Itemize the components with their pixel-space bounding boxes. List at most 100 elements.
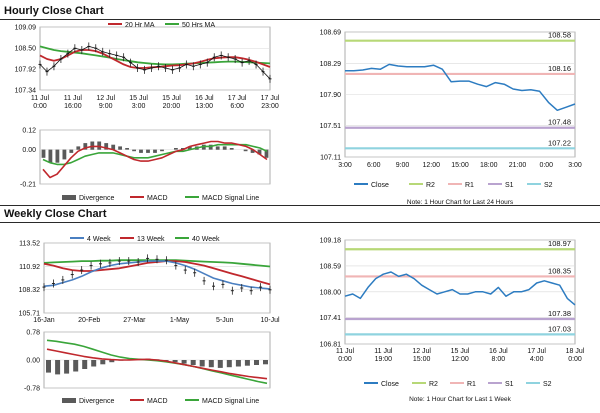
- hourly-price-xtick-0: 11 Jul 0:00: [31, 95, 50, 110]
- weekly-macd-divergence-bar-6: [100, 360, 106, 365]
- weekly-pivot-xtick-1: 11 Jul 19:00: [374, 348, 393, 363]
- hourly-macd-divergence-bar-2: [55, 149, 60, 163]
- weekly-pivot-note: Note: 1 Hour Chart for Last 1 Week: [409, 396, 512, 403]
- hourly-macd-divergence-bar-6: [83, 143, 88, 150]
- weekly-price-xtick-1: 20-Feb: [78, 317, 100, 324]
- weekly-divider: [0, 222, 600, 223]
- hourly-macd-divergence-bar-30: [250, 149, 255, 153]
- weekly-13week-line: [43, 260, 271, 286]
- hourly-pivot-legend-close-label: Close: [371, 182, 389, 189]
- top-divider: [0, 19, 600, 20]
- hourly-macd-divergence-bar-8: [97, 141, 102, 150]
- weekly-legend-divergence-swatch: [62, 398, 76, 403]
- hourly-pivot-xtick-8: 3:00: [568, 162, 582, 169]
- weekly-pivot-ytick-1: 108.59: [320, 263, 342, 270]
- hourly-price-xtick-1: 11 Jul 16:00: [64, 95, 83, 110]
- hourly-pivot-close-line: [345, 63, 576, 112]
- hourly-pivot-level-label-r1: 108.16: [548, 64, 571, 73]
- hourly-macd-divergence-bar-31: [257, 149, 262, 155]
- weekly-macd-divergence-bar-7: [109, 360, 115, 363]
- weekly-macd-ytick-1: 0.00: [26, 358, 40, 365]
- weekly-pivot-xtick-3: 15 Jul 12:00: [451, 348, 470, 363]
- weekly-macd-signal-line: [46, 339, 268, 385]
- hourly-price-ytick-3: 107.34: [15, 88, 37, 95]
- hourly-macd-divergence-bar-27: [229, 148, 234, 150]
- weekly-macd-divergence-bar-23: [254, 360, 259, 365]
- hourly-macd-divergence-bar-12: [125, 148, 129, 150]
- weekly-macd-divergence-bar-15: [181, 360, 187, 364]
- weekly-macd-divergence-bar-22: [244, 360, 250, 366]
- weekly-legend-macd-label: MACD: [147, 398, 168, 405]
- hourly-pivot-ytick-0: 108.69: [320, 30, 342, 37]
- hourly-price-xtick-6: 17 Jul 6:00: [228, 95, 247, 110]
- hourly-pivot-xtick-7: 0:00: [539, 162, 553, 169]
- hourly-macd-divergence-bar-29: [243, 149, 248, 152]
- hourly-pivot-legend-s1-label: S1: [505, 182, 514, 189]
- weekly-macd-divergence-bar-18: [208, 360, 214, 368]
- weekly-macd-divergence-bar-24: [263, 360, 268, 365]
- hourly-pivot-xtick-0: 3:00: [338, 162, 352, 169]
- hourly-macd-ytick-1: 0.00: [22, 147, 36, 154]
- weekly-price-ytick-1: 110.92: [19, 264, 40, 271]
- hourly-legend-50hr-label: 50 Hrs MA: [182, 22, 215, 29]
- hourly-macd-divergence-bar-17: [160, 149, 164, 152]
- hourly-pivot-level-label-s2: 107.22: [548, 138, 571, 147]
- hourly-macd-divergence-bar-16: [153, 149, 157, 153]
- hourly-price-xtick-5: 16 Jul 13:00: [195, 95, 214, 110]
- hourly-macd-divergence-bar-10: [111, 144, 116, 150]
- hourly-macd-divergence-bar-0: [41, 149, 46, 158]
- weekly-pivot-xtick-0: 11 Jul 0:00: [336, 348, 355, 363]
- weekly-macd-ytick-2: -0.78: [24, 386, 40, 393]
- hourly-macd-divergence-bar-5: [76, 146, 81, 150]
- weekly-pivot-ytick-3: 107.41: [320, 315, 342, 322]
- weekly-pivot-ytick-2: 108.00: [320, 289, 342, 296]
- hourly-macd-divergence-bar-13: [132, 149, 136, 152]
- hourly-legend-divergence-label: Divergence: [79, 195, 115, 202]
- hourly-legend-20hr-label: 20 Hr MA: [125, 22, 155, 29]
- hourly-pivot-note: Note: 1 Hour Chart for Last 24 Hours: [407, 199, 514, 206]
- hourly-macd-divergence-bar-26: [222, 146, 227, 150]
- weekly-pivot-legend-s1-label: S1: [505, 381, 514, 388]
- hourly-price-xtick-2: 12 Jul 9:00: [96, 95, 115, 110]
- hourly-pivot-legend-s2-label: S2: [544, 182, 553, 189]
- weekly-legend-signal-label: MACD Signal Line: [202, 398, 259, 405]
- weekly-legend-divergence-label: Divergence: [79, 398, 115, 405]
- weekly-macd-divergence-bar-17: [199, 360, 205, 367]
- weekly-legend-13week-label: 13 Week: [137, 236, 165, 243]
- hourly-macd-divergence-bar-11: [118, 146, 122, 150]
- hourly-macd-ytick-2: -0.21: [20, 182, 36, 189]
- weekly-price-xtick-0: 16-Jan: [33, 317, 55, 324]
- hourly-macd-divergence-bar-3: [62, 149, 67, 160]
- hourly-pivot-xtick-4: 15:00: [451, 162, 469, 169]
- weekly-macd-divergence-bar-4: [82, 360, 88, 369]
- weekly-macd-divergence-bar-21: [235, 360, 241, 367]
- hourly-macd-divergence-bar-4: [69, 149, 74, 153]
- weekly-pivot-legend-r1-label: R1: [467, 381, 476, 388]
- weekly-price-xtick-4: 5-Jun: [216, 317, 234, 324]
- weekly-pivot-legend-close-label: Close: [381, 381, 399, 388]
- weekly-pivot-ytick-0: 109.18: [320, 238, 342, 245]
- hourly-legend-signal-label: MACD Signal Line: [202, 195, 259, 202]
- hourly-pivot-ytick-1: 108.29: [320, 61, 342, 68]
- hourly-macd-divergence-bar-19: [174, 148, 178, 150]
- hourly-price-ytick-2: 107.92: [15, 67, 37, 74]
- weekly-pivot-legend-r2-label: R2: [429, 381, 438, 388]
- hourly-macd-signal-line: [42, 143, 268, 166]
- weekly-price-xtick-5: 10-Jul: [260, 317, 280, 324]
- weekly-macd-divergence-bar-1: [55, 360, 61, 375]
- weekly-macd-divergence-bar-2: [64, 360, 70, 374]
- weekly-price-xtick-2: 27-Mar: [123, 317, 146, 324]
- weekly-pivot-level-label-r2: 108.97: [548, 239, 571, 248]
- hourly-pivot-legend-r1-label: R1: [465, 182, 474, 189]
- weekly-macd-divergence-bar-5: [91, 360, 97, 367]
- weekly-macd-divergence-bar-14: [172, 360, 178, 363]
- weekly-pivot-xtick-6: 18 Jul 0:00: [566, 348, 585, 363]
- hourly-pivot-ytick-2: 107.90: [320, 92, 342, 99]
- weekly-macd-divergence-bar-16: [190, 360, 196, 365]
- weekly-price-ytick-2: 108.32: [19, 287, 41, 294]
- hourly-macd-divergence-bar-25: [215, 146, 220, 150]
- hourly-price-ytick-0: 109.09: [15, 25, 37, 32]
- weekly-pivot-ytick-4: 106.81: [320, 342, 342, 349]
- hourly-pivot-level-label-s1: 107.48: [548, 118, 571, 127]
